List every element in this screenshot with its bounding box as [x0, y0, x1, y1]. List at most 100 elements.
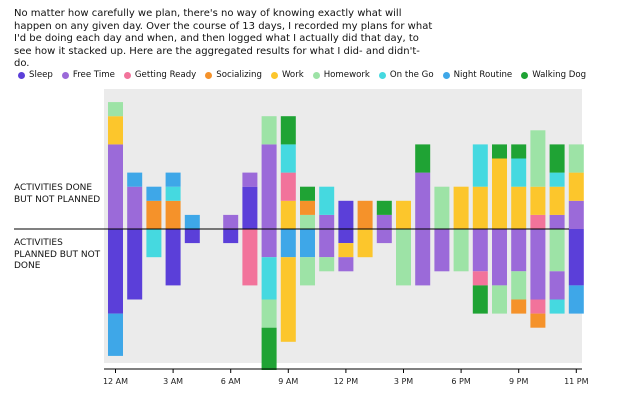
- legend-item-dog: Walking Dog: [521, 70, 586, 80]
- bar-segment-below-12-sleep: [338, 229, 354, 244]
- bar-segment-below-13-work: [357, 229, 373, 258]
- bar-segment-above-23-free: [549, 214, 565, 229]
- bar-segment-above-9-go: [280, 144, 296, 173]
- bar-segment-above-20-dog: [492, 144, 507, 159]
- label-planned-not-done: ACTIVITIES PLANNED BUT NOT DONE: [14, 238, 101, 271]
- bar-segment-above-3-social: [165, 200, 181, 229]
- bar-segment-above-22-ready: [530, 214, 546, 229]
- legend-item-sleep: Sleep: [18, 70, 53, 80]
- bar-segment-above-19-work: [472, 186, 488, 229]
- bar-segment-above-16-dog: [415, 144, 431, 173]
- bar-segment-below-14-free: [376, 229, 392, 244]
- bar-segment-below-23-homework: [549, 229, 565, 272]
- bar-segment-above-0-free: [108, 144, 123, 229]
- bar-segment-above-11-go: [319, 186, 335, 215]
- bar-segment-below-19-free: [472, 229, 488, 272]
- bar-segment-below-2-go: [146, 229, 162, 258]
- bar-segment-above-10-dog: [300, 186, 315, 201]
- bar-segment-above-1-free: [127, 186, 143, 229]
- bar-segment-above-14-dog: [376, 200, 392, 215]
- bar-segment-below-8-homework: [261, 299, 277, 328]
- bar-segment-above-10-homework: [300, 214, 315, 229]
- legend-swatch-work: [270, 71, 278, 79]
- x-tick-label-21: 9 PM: [509, 377, 528, 386]
- x-tick-label-0: 12 AM: [103, 377, 128, 386]
- bar-segment-above-7-free: [242, 172, 258, 187]
- bar-segment-below-16-free: [415, 229, 431, 286]
- legend-item-go: On the Go: [378, 70, 434, 80]
- bar-segment-below-24-sleep: [568, 229, 584, 286]
- x-tick-label-15: 3 PM: [394, 377, 413, 386]
- bar-segment-above-14-free: [376, 214, 392, 229]
- legend-swatch-homework: [312, 71, 320, 79]
- bar-segment-below-0-sleep: [108, 229, 123, 314]
- bar-segment-above-24-homework: [568, 144, 584, 173]
- bar-segment-below-19-dog: [472, 285, 488, 314]
- bar-segment-below-15-homework: [396, 229, 411, 286]
- x-tick-label-3: 3 AM: [163, 377, 183, 386]
- bar-segment-below-21-homework: [511, 271, 527, 300]
- bar-segment-below-22-free: [530, 229, 546, 300]
- bar-segment-above-21-dog: [511, 144, 527, 159]
- intro-paragraph: No matter how carefully we plan, there's…: [14, 8, 433, 70]
- bar-segment-above-8-homework: [261, 116, 277, 145]
- legend-swatch-night: [442, 71, 450, 79]
- bar-segment-above-9-work: [280, 200, 296, 229]
- bar-segment-above-12-sleep: [338, 200, 354, 229]
- bar-segment-below-12-free: [338, 257, 354, 272]
- bar-segment-above-20-work: [492, 158, 507, 229]
- legend-swatch-dog: [521, 71, 529, 79]
- bar-segment-above-6-free: [223, 214, 239, 229]
- x-tick-label-12: 12 PM: [334, 377, 359, 386]
- bar-segment-above-17-homework: [434, 186, 450, 229]
- legend-item-free: Free Time: [61, 70, 115, 80]
- bar-segment-above-8-free: [261, 144, 277, 229]
- bar-segment-above-18-work: [453, 186, 469, 229]
- bar-segment-above-16-free: [415, 172, 431, 229]
- bar-segment-above-3-go: [165, 186, 181, 201]
- legend-swatch-sleep: [18, 71, 25, 79]
- bar-segment-above-3-night: [165, 172, 181, 187]
- legend-label-homework: Homework: [323, 70, 370, 80]
- bar-segment-below-11-homework: [319, 257, 335, 272]
- bar-segment-below-22-ready: [530, 299, 546, 314]
- bar-segment-below-24-night: [568, 285, 584, 314]
- legend-swatch-ready: [123, 71, 131, 79]
- legend-label-social: Socializing: [216, 70, 262, 80]
- bar-segment-above-22-homework: [530, 130, 546, 187]
- bar-segment-below-4-sleep: [184, 229, 200, 244]
- legend-item-work: Work: [270, 70, 304, 80]
- bar-segment-above-9-ready: [280, 172, 296, 201]
- bar-segment-below-20-homework: [492, 285, 507, 314]
- bar-segment-above-21-go: [511, 158, 527, 187]
- bar-segment-below-10-homework: [300, 257, 315, 286]
- bar-segment-above-13-social: [357, 200, 373, 229]
- bar-segment-above-1-night: [127, 172, 143, 187]
- bar-segment-below-12-work: [338, 243, 354, 258]
- bar-segment-below-9-night: [280, 229, 296, 258]
- bar-segment-above-24-work: [568, 172, 584, 201]
- bar-segment-above-0-homework: [108, 102, 123, 117]
- legend-label-ready: Getting Ready: [134, 70, 197, 80]
- x-tick-label-18: 6 PM: [451, 377, 470, 386]
- x-tick-label-24: 11 PM: [564, 377, 589, 386]
- legend-swatch-free: [61, 71, 69, 79]
- bar-segment-below-6-sleep: [223, 229, 239, 244]
- bar-segment-above-24-free: [568, 200, 584, 229]
- bar-segment-above-0-work: [108, 116, 123, 145]
- bar-segment-below-10-night: [300, 229, 315, 258]
- label-done-not-planned: ACTIVITIES DONE BUT NOT PLANNED: [14, 183, 101, 205]
- bar-segment-below-8-dog: [261, 327, 277, 370]
- bar-segment-above-22-work: [530, 186, 546, 215]
- bar-segment-below-0-night: [108, 313, 123, 356]
- bar-segment-above-19-go: [472, 144, 488, 187]
- legend-item-social: Socializing: [205, 70, 262, 80]
- legend-label-sleep: Sleep: [29, 70, 53, 80]
- bar-segment-above-9-dog: [280, 116, 296, 145]
- bar-segment-above-23-go: [549, 172, 565, 187]
- bar-segment-below-1-sleep: [127, 229, 143, 300]
- legend-item-homework: Homework: [312, 70, 370, 80]
- legend-item-night: Night Routine: [442, 70, 512, 80]
- bar-segment-below-18-homework: [453, 229, 469, 272]
